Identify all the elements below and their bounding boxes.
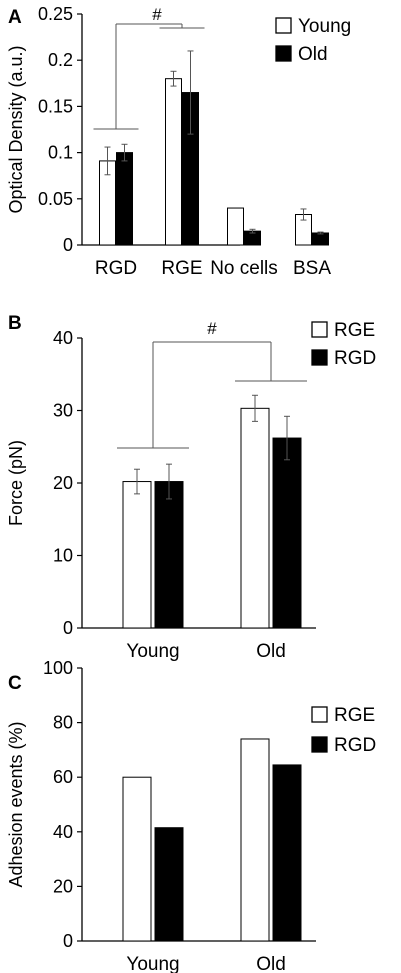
category-label: BSA <box>293 258 331 279</box>
bar-rgd <box>272 437 302 629</box>
legend-label: Old <box>298 44 328 65</box>
category-label: Young <box>126 641 179 662</box>
legend-label: RGE <box>334 320 375 341</box>
y-axis-label: Force (pN) <box>6 440 26 526</box>
legend-swatch <box>275 17 292 34</box>
y-tick-label: 20 <box>53 876 73 896</box>
bar-rge <box>240 407 270 629</box>
chart-panel-a: A 0 0.05 0.1 0.15 0.2 0.25 Optical Density (a.u… <box>6 4 351 279</box>
panel-letter: A <box>8 7 22 28</box>
y-axis-label: Adhesion events (%) <box>6 721 26 887</box>
category-label: No cells <box>210 258 278 279</box>
y-tick-label: 0.05 <box>38 189 73 209</box>
legend-swatch <box>311 736 328 753</box>
bar-young <box>165 78 182 246</box>
y-tick-label: 100 <box>43 658 73 678</box>
chart-panel-b: B 0 10 20 30 40 Force (pN) Young Old RGE RGD # <box>6 313 376 662</box>
panel-letter: C <box>8 673 22 694</box>
bar-old <box>312 232 329 246</box>
bar-young <box>227 207 244 246</box>
bar-rgd <box>272 764 302 942</box>
y-tick-label: 0 <box>63 235 73 255</box>
legend-label: RGD <box>334 348 376 369</box>
bar-rge <box>122 481 152 629</box>
y-tick-label: 0.15 <box>38 96 73 116</box>
category-label: RGD <box>95 258 137 279</box>
legend-label: RGE <box>334 705 375 726</box>
y-tick-label: 0 <box>63 618 73 638</box>
y-tick-label: 20 <box>53 473 73 493</box>
y-tick-label: 0.2 <box>48 50 73 70</box>
legend-swatch <box>311 321 328 338</box>
y-tick-label: 80 <box>53 713 73 733</box>
category-label: Old <box>256 641 286 662</box>
category-label: Young <box>126 954 179 973</box>
y-tick-label: 30 <box>53 401 73 421</box>
bar-rge <box>122 776 152 942</box>
y-tick-label: 0.1 <box>48 143 73 163</box>
y-tick-label: 60 <box>53 767 73 787</box>
y-tick-label: 0 <box>63 931 73 951</box>
legend-swatch <box>311 349 328 366</box>
significance-marker: # <box>207 319 217 338</box>
legend-swatch <box>275 45 292 62</box>
bar-old <box>116 152 133 246</box>
bar-rgd <box>154 481 184 629</box>
y-tick-label: 40 <box>53 328 73 348</box>
chart-panel-c: C 0 20 40 60 80 100 Adhesion events (%) Young Old… <box>6 658 376 973</box>
significance-marker: # <box>152 5 162 24</box>
bar-rgd <box>154 827 184 942</box>
y-tick-label: 0.25 <box>38 4 73 24</box>
y-axis-label: Optical Density (a.u.) <box>6 45 26 213</box>
legend-label: Young <box>298 16 351 37</box>
y-tick-label: 40 <box>53 822 73 842</box>
bar-rge <box>240 738 270 942</box>
category-label: RGE <box>161 258 202 279</box>
category-label: Old <box>256 954 286 973</box>
legend-swatch <box>311 706 328 723</box>
legend-label: RGD <box>334 735 376 756</box>
panel-letter: B <box>8 313 22 334</box>
y-tick-label: 10 <box>53 546 73 566</box>
